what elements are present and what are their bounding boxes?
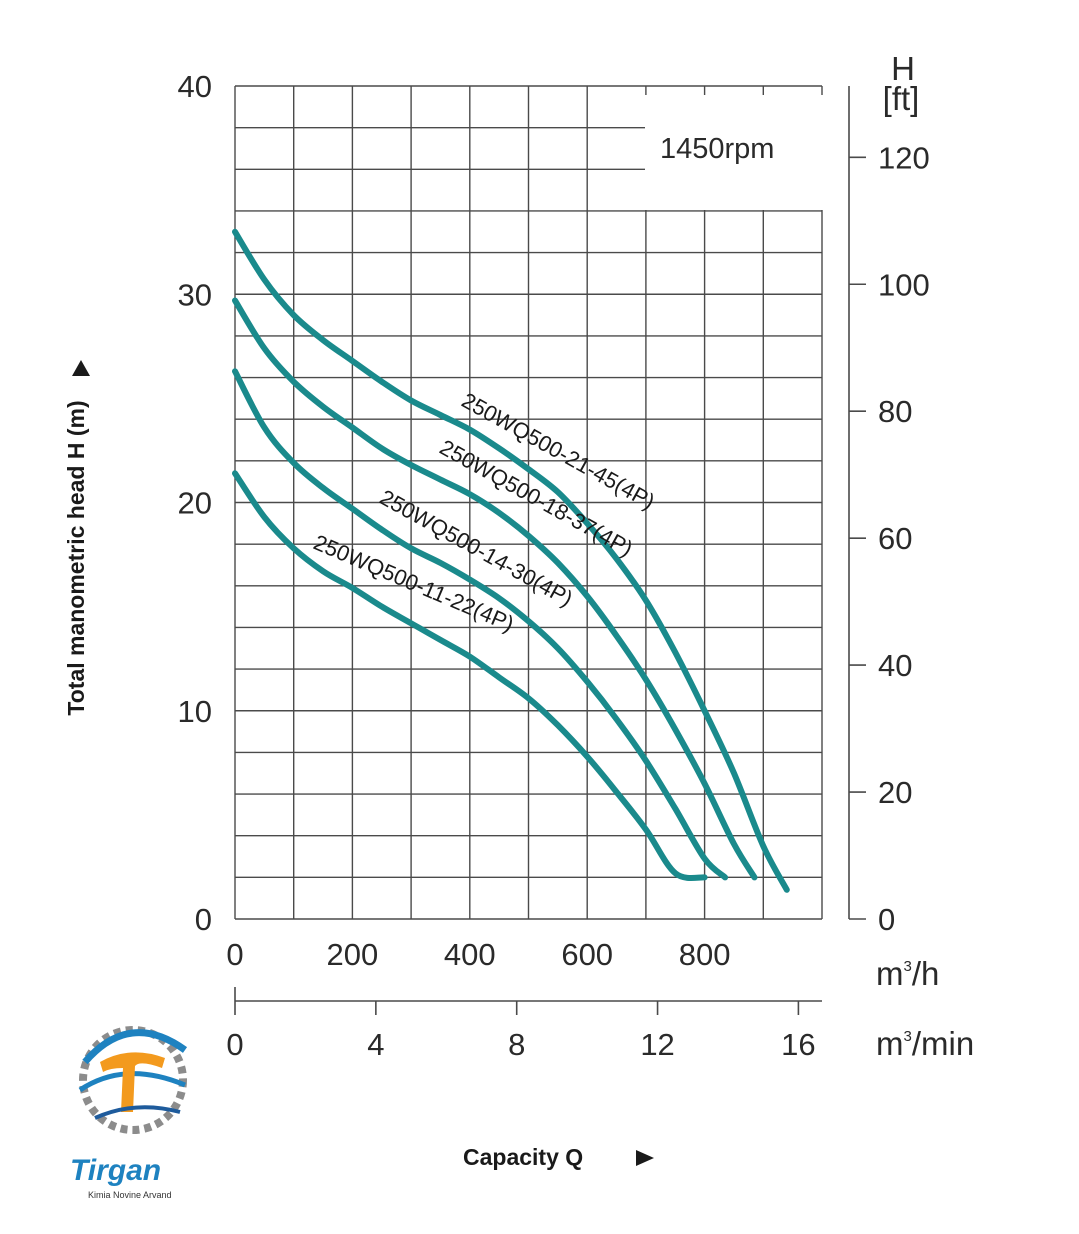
y2-tick-label: 40 — [878, 648, 912, 683]
y-axis-title-arrow-icon — [72, 360, 90, 376]
y-tick-label: 0 — [195, 902, 212, 937]
y2-tick-label: 80 — [878, 394, 912, 429]
x2-tick-label: 0 — [226, 1027, 243, 1062]
x-axis-title-arrow-icon — [636, 1150, 654, 1166]
x-axis-title: Capacity Q — [463, 1144, 583, 1170]
series-line — [232, 470, 708, 882]
y2-tick-label: 0 — [878, 902, 895, 937]
y-axis-title: Total manometric head H (m) — [63, 400, 89, 715]
x2-tick-label: 12 — [640, 1027, 674, 1062]
y2-tick-label: 20 — [878, 775, 912, 810]
series-line — [232, 228, 790, 893]
x-tick-label: 200 — [327, 937, 379, 972]
series-line — [232, 297, 758, 881]
y2-axis-title: H — [891, 50, 915, 87]
x2-tick-label: 16 — [781, 1027, 815, 1062]
y-tick-label: 30 — [178, 277, 212, 312]
tirgan-logo: Tirgan Kimia Novine Arvand — [70, 1026, 188, 1200]
y-tick-label: 10 — [178, 694, 212, 729]
y-tick-label: 20 — [178, 486, 212, 521]
x-tick-label: 400 — [444, 937, 496, 972]
grid — [234, 85, 823, 920]
series-line — [232, 368, 729, 881]
x2-axis-unit: m3/min — [876, 1025, 974, 1062]
logo-name: Tirgan — [70, 1154, 161, 1187]
x2-tick-label: 8 — [508, 1027, 525, 1062]
rpm-annotation: 1450rpm — [660, 133, 774, 165]
svg-text:m3/min: m3/min — [876, 1025, 974, 1062]
x-axis-unit: m3/h — [876, 955, 939, 992]
logo-tagline: Kimia Novine Arvand — [88, 1190, 172, 1200]
x2-tick-label: 4 — [367, 1027, 384, 1062]
y2-axis-unit: [ft] — [883, 80, 920, 117]
svg-text:m3/h: m3/h — [876, 955, 939, 992]
rpm-note-background — [645, 95, 823, 210]
x-tick-label: 800 — [679, 937, 731, 972]
y2-tick-label: 60 — [878, 521, 912, 556]
x-tick-label: 0 — [226, 937, 243, 972]
y2-tick-label: 100 — [878, 267, 930, 302]
x-tick-label: 600 — [561, 937, 613, 972]
y2-tick-label: 120 — [878, 140, 930, 175]
y-tick-label: 40 — [178, 69, 212, 104]
